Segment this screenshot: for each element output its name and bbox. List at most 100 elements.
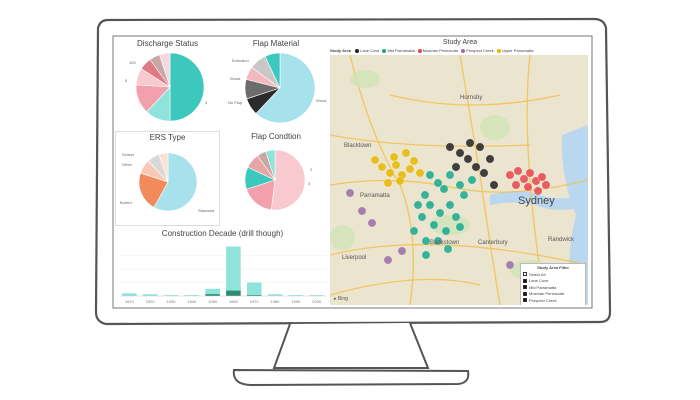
ers-type-pie[interactable] [138,152,198,212]
site-marker[interactable] [420,190,430,200]
filter-item[interactable]: Upper Parramatta [523,304,583,305]
bar[interactable] [246,282,262,297]
construction-decade-panel[interactable]: Construction Decade (drill though) 1910 1… [115,228,330,306]
bar[interactable] [122,293,137,296]
study-area-filter[interactable]: Study Area Filter Select All Lane Cove Mid… [520,263,586,305]
site-marker[interactable] [443,244,453,254]
filter-item[interactable]: Mosman Peninsular [523,291,583,296]
bar[interactable] [288,295,304,296]
pie-slice[interactable] [153,152,198,212]
site-marker[interactable] [445,142,455,152]
site-marker[interactable] [415,168,425,178]
filter-checkbox[interactable] [523,298,527,302]
site-marker[interactable] [475,142,485,152]
site-marker[interactable] [511,180,521,190]
pie-slice[interactable] [158,152,169,183]
site-marker[interactable] [405,164,415,174]
site-marker[interactable] [433,236,443,246]
bar[interactable] [163,295,179,296]
site-marker[interactable] [377,162,387,172]
site-marker[interactable] [451,162,461,172]
site-marker[interactable] [367,218,377,228]
site-marker[interactable] [409,226,419,236]
site-marker[interactable] [401,148,411,158]
site-marker[interactable] [425,200,435,210]
filter-item[interactable]: Lane Cove [523,278,583,283]
site-marker[interactable] [523,182,533,192]
pie-slice[interactable] [169,52,205,122]
legend-entry[interactable]: Prospect Creek [466,48,494,53]
filter-checkbox[interactable] [523,285,527,289]
site-marker[interactable] [519,174,529,184]
site-marker[interactable] [455,222,465,232]
site-marker[interactable] [445,170,455,180]
site-marker[interactable] [505,260,515,270]
site-marker[interactable] [445,200,455,210]
site-marker[interactable] [455,148,465,158]
site-marker[interactable] [397,246,407,256]
site-marker[interactable] [537,172,547,182]
filter-item[interactable]: Prospect Creek [523,298,583,303]
legend-entry[interactable]: Mid Parramatta [387,48,415,53]
site-marker[interactable] [439,184,449,194]
ers-type-panel[interactable]: ERS Type Gravel Other Standard Buried [115,131,220,226]
bar[interactable] [226,246,241,297]
filter-checkbox[interactable] [523,278,527,283]
site-marker[interactable] [479,168,489,178]
site-marker[interactable] [429,220,439,230]
pie-slice[interactable] [270,149,306,211]
site-marker[interactable] [357,206,367,216]
site-marker[interactable] [433,178,443,188]
bar[interactable] [184,295,200,296]
map-canvas[interactable]: Hornsby Blacktown Parramatta Bankstown C… [330,55,588,305]
site-marker[interactable] [471,162,481,172]
site-marker[interactable] [391,160,401,170]
site-marker[interactable] [455,180,465,190]
site-marker[interactable] [409,156,419,166]
bar[interactable] [142,294,158,296]
flap-material-pie[interactable] [244,52,316,124]
filter-item[interactable]: Select All [523,272,583,277]
site-marker[interactable] [383,255,393,265]
site-marker[interactable] [541,180,551,190]
legend-entry[interactable]: Upper Parramatta [501,48,534,53]
site-marker[interactable] [417,212,427,222]
construction-decade-chart[interactable]: 1910 1920 1930 1940 1950 1960 1970 1980 1990 2000 [119,240,327,306]
discharge-status-pie[interactable] [135,52,205,122]
pie-slice[interactable] [255,52,316,124]
site-marker[interactable] [467,175,477,185]
site-marker[interactable] [421,250,431,260]
site-marker[interactable] [451,212,461,222]
site-marker[interactable] [459,190,469,200]
bar[interactable] [309,295,324,296]
site-marker[interactable] [441,226,451,236]
site-marker[interactable] [395,176,405,186]
flap-material-panel[interactable]: Flap Material Extrusion Wood No Flap Woo… [222,38,330,130]
filter-item[interactable]: Mid Parramatta [523,285,583,290]
site-marker[interactable] [385,168,395,178]
site-marker[interactable] [485,154,495,164]
bar[interactable] [226,290,241,296]
bar[interactable] [205,294,220,296]
site-marker[interactable] [345,188,355,198]
site-marker[interactable] [465,138,475,148]
legend-entry[interactable]: Mosman Peninsular [422,48,459,53]
bar[interactable] [205,288,220,296]
site-marker[interactable] [463,154,473,164]
site-marker[interactable] [533,186,543,196]
pie-slice[interactable] [265,149,276,181]
site-marker[interactable] [370,155,380,165]
site-marker[interactable] [435,208,445,218]
site-marker[interactable] [389,152,399,162]
site-marker[interactable] [413,200,423,210]
flap-condition-panel[interactable]: Flap Condtion 2 3 [222,131,330,226]
bar[interactable] [246,295,262,296]
site-marker[interactable] [489,180,499,190]
filter-checkbox[interactable] [523,304,527,305]
flap-condition-pie[interactable] [244,149,306,211]
pie-slice[interactable] [138,172,169,208]
study-area-panel[interactable]: Study Area Study Area Lane Cove Mid Parra… [330,38,590,306]
map-layer[interactable] [330,55,588,305]
pie-slice[interactable] [264,52,281,89]
site-marker[interactable] [505,170,515,180]
